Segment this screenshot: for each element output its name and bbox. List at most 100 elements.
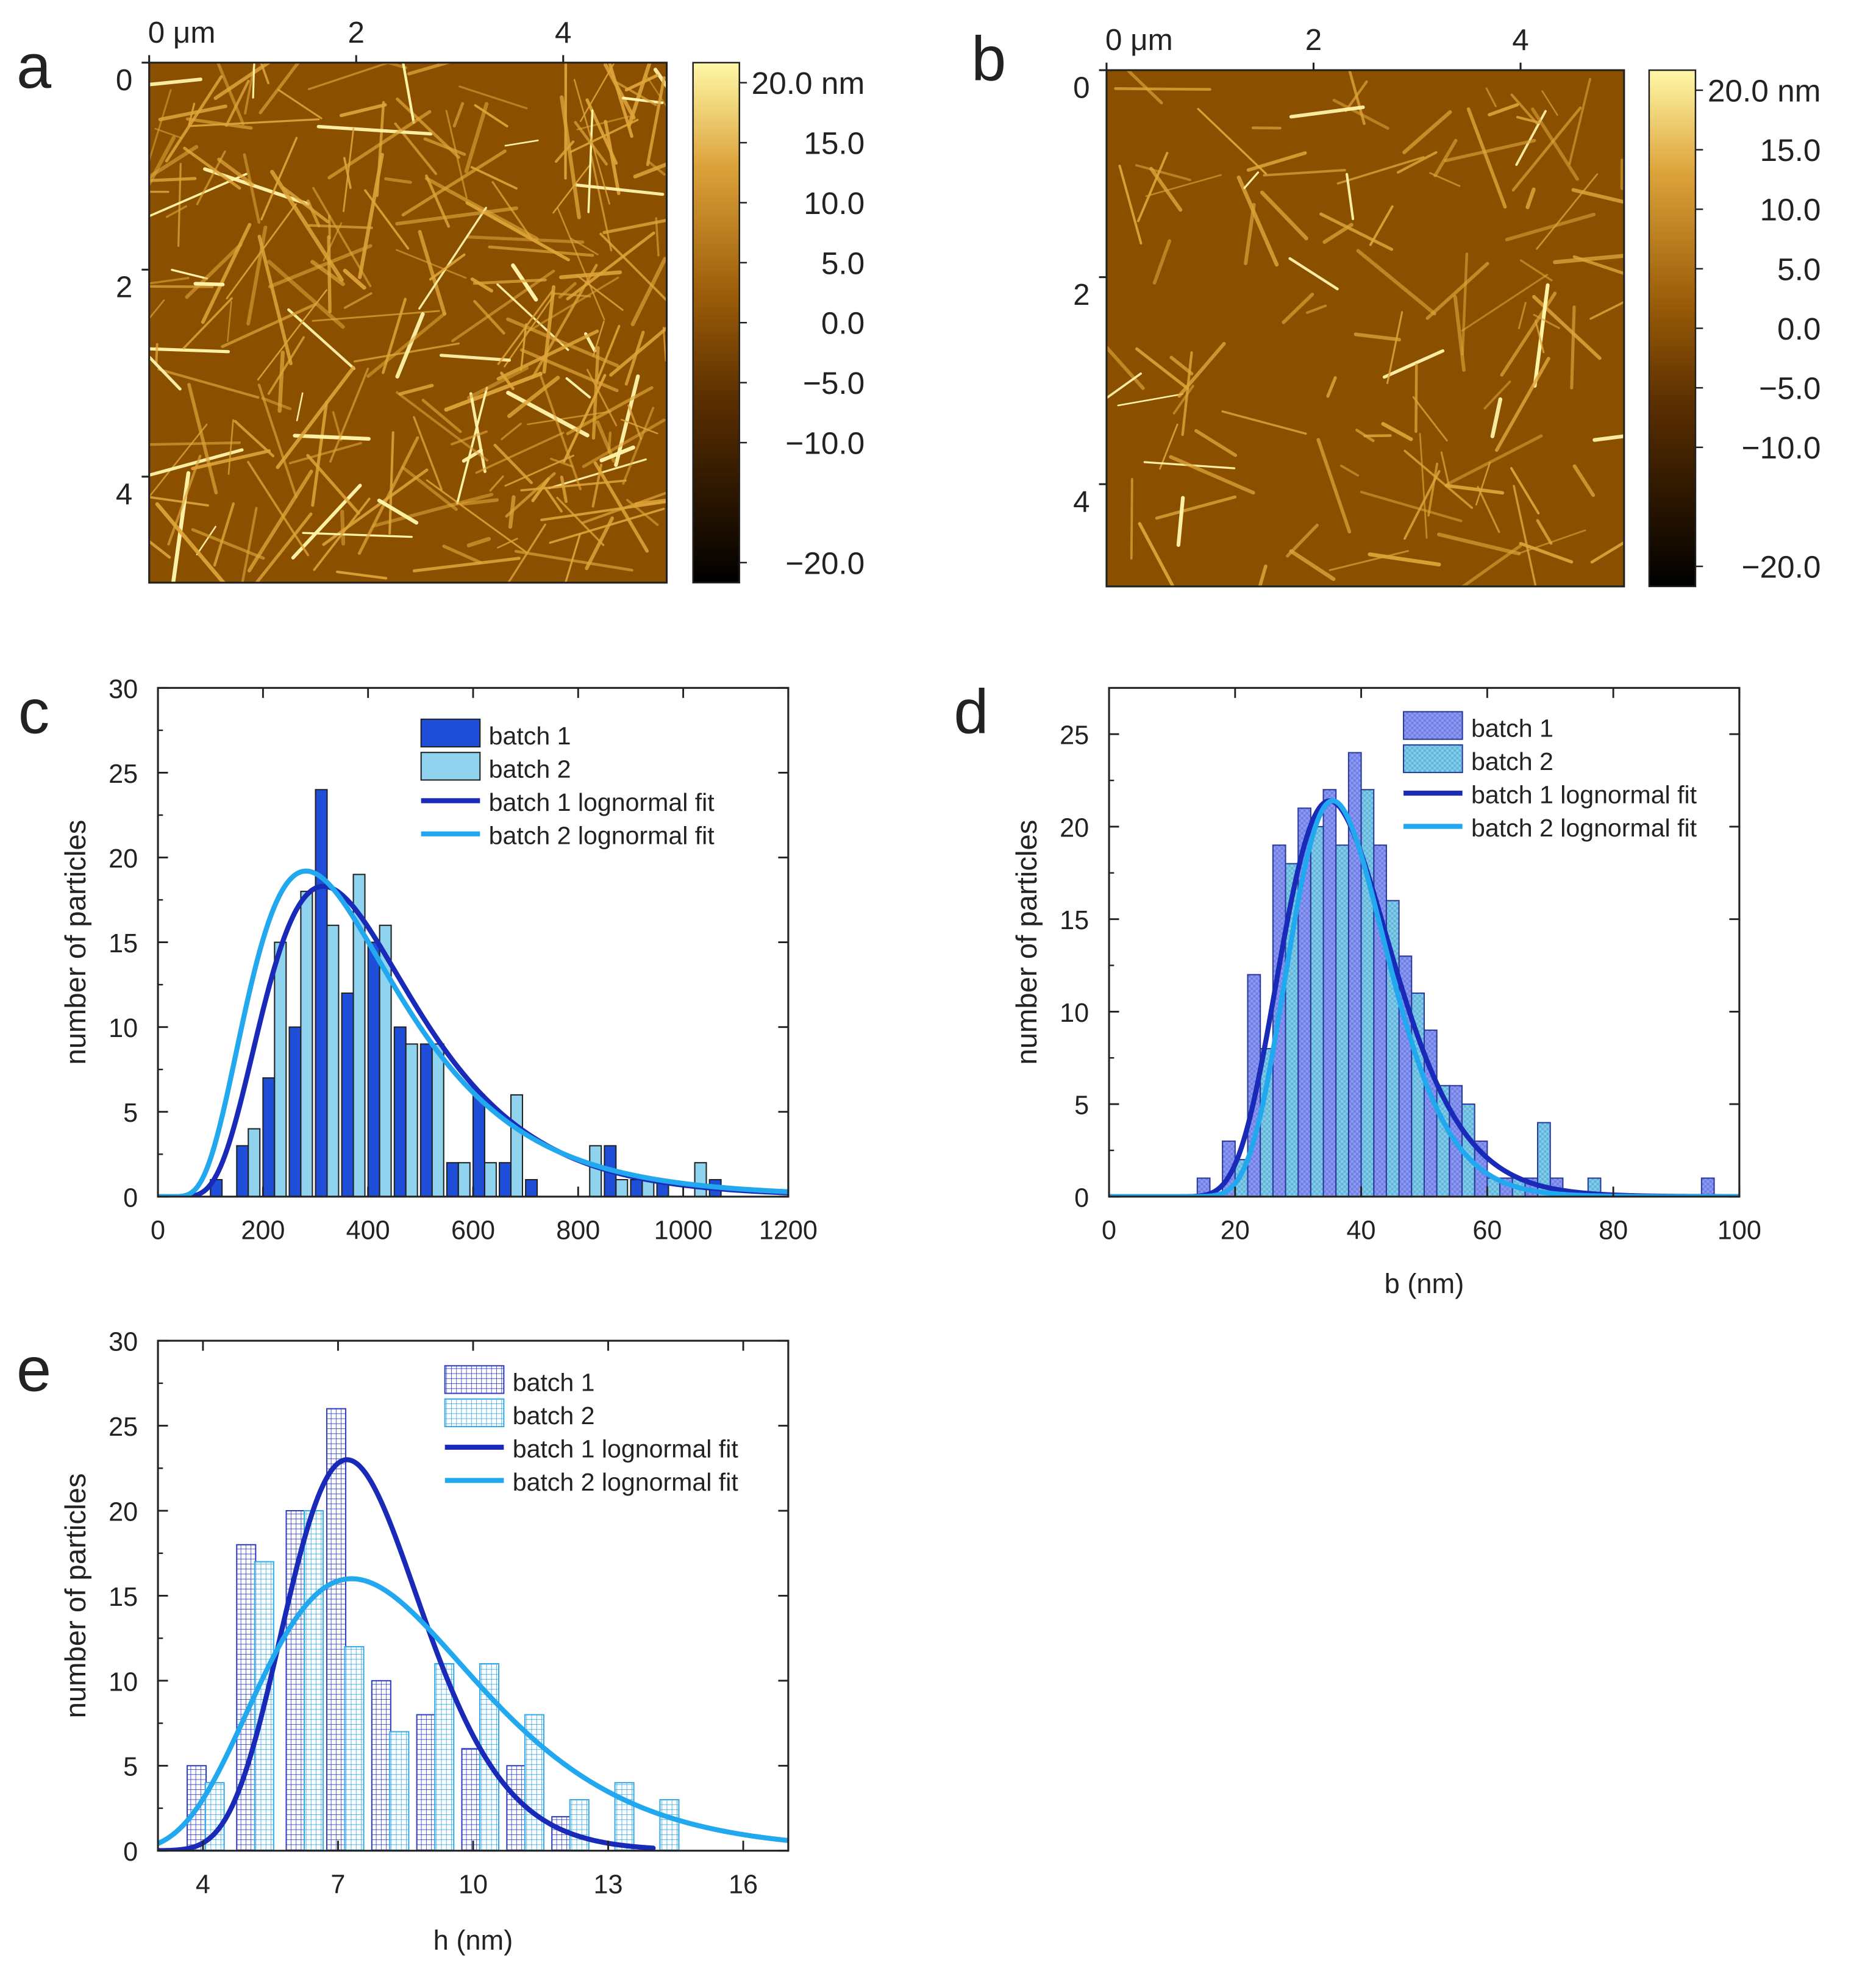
afm-fibril [149,177,197,182]
afm-fibril [302,532,413,538]
colorbar-tick-label: 5.0 [1777,251,1821,287]
afm-fibril [585,516,615,571]
afm-ytick-label: 2 [1073,278,1090,312]
afm-fibril [1155,495,1237,520]
afm-ytick-label: 0 [1073,71,1090,104]
afm-fibril [154,127,182,139]
afm-fibril [1427,462,1439,517]
fit-curve-batch-2-lognormal-fit [158,868,788,1197]
bar-batch-2 [1310,825,1324,1197]
afm-fibril [1381,422,1413,441]
afm-fibril [335,570,388,580]
afm-fibril [608,62,633,138]
bar-batch-1 [506,1765,527,1851]
xtick-label: 1200 [759,1216,818,1246]
afm-fibril [576,274,624,311]
afm-fibril [564,533,581,583]
afm-fibril [217,157,254,187]
ytick-label: 15 [109,929,138,958]
afm-fibril [1477,486,1500,533]
afm-fibril [1125,70,1163,105]
afm-fibril [560,95,581,219]
afm-fibril [291,483,362,560]
afm-fibril [412,557,521,572]
afm-fibril [1236,175,1279,267]
afm-fibril [1525,187,1536,210]
afm-fibril [247,469,313,572]
afm-fibril [507,523,546,583]
xtick-label: 10 [458,1870,488,1900]
afm-fibril [316,124,433,136]
afm-fibril [398,383,434,396]
afm-fibril [576,115,630,130]
afm-fibril [227,419,234,475]
afm-fibril [542,285,556,374]
xtick-label: 13 [594,1870,623,1900]
legend-swatch-1 [420,718,481,747]
afm-fibril [451,430,488,446]
bar-batch-2 [326,924,340,1197]
afm-fibril [277,88,323,119]
legend-c: batch 1 batch 2 batch 1 lognormal fit batch… [420,718,715,849]
afm-fibril [328,214,331,240]
afm-frame-a [148,62,668,584]
afm-fibril [1348,70,1366,126]
afm-fibril [560,476,568,504]
afm-fibril [1289,549,1336,582]
bar-batch-2 [434,1663,455,1851]
afm-fibril [254,512,313,583]
afm-fibril [357,436,419,555]
colorbar-tick-label: −20.0 [785,545,865,580]
afm-fibril [1176,496,1185,547]
afm-fibril [586,369,618,427]
afm-fibril [266,260,345,329]
afm-fibril [261,396,292,410]
xtick-label: 0 [1102,1216,1116,1246]
xtick-label: 1000 [654,1216,713,1246]
bar-batch-2 [248,1128,261,1197]
panel-label-e: e [16,1334,51,1404]
bar-batch-1 [461,1748,482,1851]
plot-area-d [1109,752,1739,1197]
afm-fibril [1433,138,1458,177]
afm-fibril [191,528,265,560]
legend-label: batch 1 lognormal fit [489,788,715,816]
afm-fibril [1221,410,1307,435]
afm-fibril [388,431,394,535]
afm-fibril [1475,462,1491,506]
xtick-label: 7 [330,1870,345,1900]
afm-fibril [1181,351,1193,437]
afm-fibril [1531,107,1579,181]
afm-fibril [407,62,454,76]
afm-fibril [508,495,516,529]
afm-fibril [1461,252,1469,355]
afm-fibril [470,166,518,190]
afm-fibril [1136,152,1169,223]
afm-fibril [259,62,301,115]
xtick-label: 0 [151,1216,165,1246]
afm-fibril [590,155,613,252]
afm-fibril [1572,464,1596,497]
afm-fibril [460,498,499,506]
afm-fibril [1429,172,1461,187]
xtick-label: 4 [196,1870,210,1900]
afm-fibril [1490,397,1503,438]
histogram-e: 4 7 10 13 16 0 5 10 15 20 25 30 number of particles h… [60,1328,790,1956]
ylabel-e: number of particles [60,1473,92,1718]
afm-fibril [497,538,518,549]
colorbar-tick-label: −10.0 [1741,430,1821,465]
afm-fibril [1403,449,1474,509]
afm-fibril [267,336,305,395]
legend-label: batch 2 [1471,747,1553,775]
afm-fibril [1533,283,1550,388]
legend-label: batch 1 lognormal fit [1471,780,1697,808]
afm-ytick-label: 4 [116,477,132,511]
afm-fibril [149,77,202,87]
afm-fibril [213,502,235,567]
legend-label: batch 1 [489,722,571,750]
afm-fibril [552,292,591,298]
afm-fibril [514,550,633,572]
colorbar-tick-label: −5.0 [803,365,865,401]
afm-fibril [1336,156,1425,185]
